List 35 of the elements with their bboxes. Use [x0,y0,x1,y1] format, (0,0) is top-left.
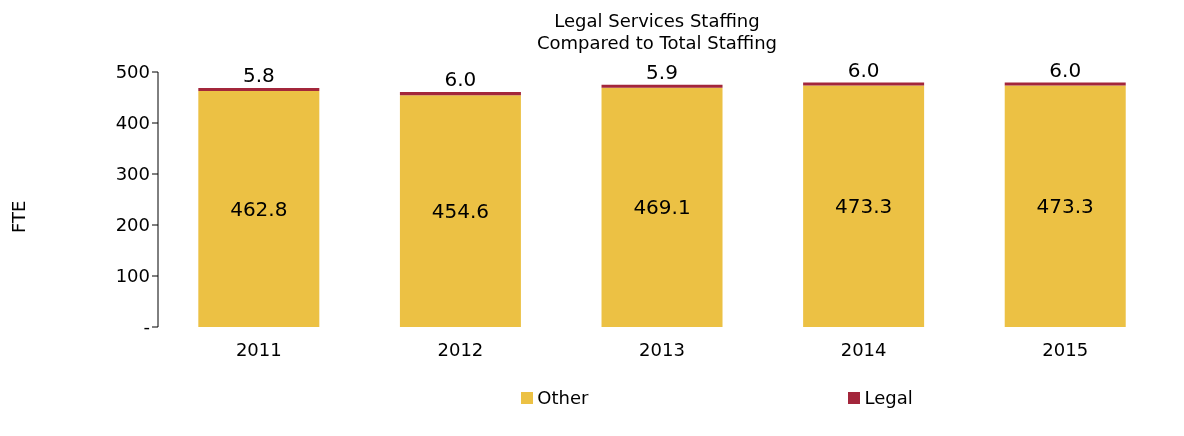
y-tick-label: 500 [115,61,150,83]
data-label: 5.9 [646,59,678,84]
data-label: 6.0 [1049,57,1082,82]
bar [803,85,925,327]
data-label: 5.8 [242,63,275,88]
data-label: 469.1 [633,195,691,220]
data-label: 462.8 [230,196,288,221]
bar [399,92,521,96]
bar [1004,82,1126,86]
y-tick-label: - [143,316,150,338]
y-tick-label: 300 [115,163,150,185]
bar [601,87,723,327]
data-label: 454.6 [431,199,490,224]
legend-label: Other [537,387,589,408]
y-tick-label: 100 [115,265,150,287]
x-tick-label: 2015 [1042,338,1089,360]
data-label: 6.0 [847,57,880,82]
x-tick-label: 2013 [639,338,685,360]
data-label: 473.3 [834,194,893,219]
x-tick-label: 2014 [840,338,887,360]
y-tick-label: 200 [115,214,150,236]
data-label: 473.3 [1036,194,1094,219]
y-tick-label: 400 [115,112,150,134]
bar [803,82,925,86]
bar [601,84,723,88]
bar [198,90,320,327]
bar [1004,85,1126,327]
x-tick-label: 2012 [437,338,484,360]
chart-title: Legal Services Staffing Compared to Total Staffing [535,10,779,54]
bar [198,88,320,91]
x-tick-label: 2011 [235,338,282,360]
y-axis-title: FTE [8,200,29,233]
legend-label: Legal [864,387,913,408]
bar [399,95,521,327]
data-label: 6.0 [444,67,477,92]
